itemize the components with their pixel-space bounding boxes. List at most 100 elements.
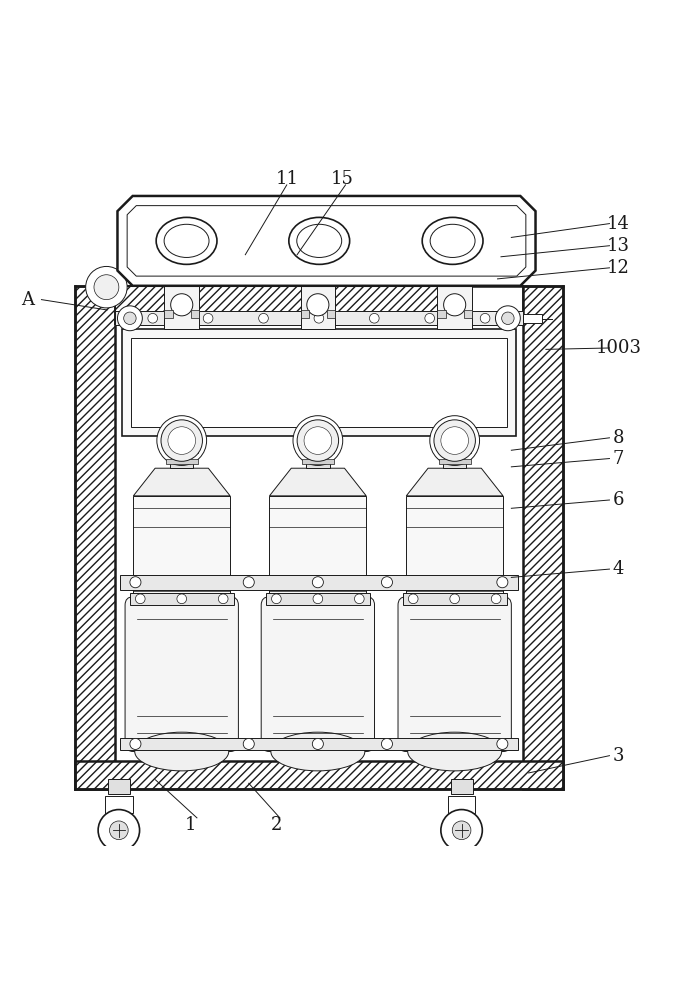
Polygon shape [406, 468, 503, 496]
Circle shape [425, 313, 435, 323]
Text: A: A [21, 291, 34, 309]
Text: 4: 4 [613, 560, 624, 578]
Bar [448, 796, 475, 813]
Text: 15: 15 [330, 170, 354, 188]
Circle shape [243, 577, 254, 588]
Bar [450, 304, 460, 311]
Circle shape [161, 420, 202, 461]
Bar [302, 459, 334, 464]
Bar [306, 446, 330, 468]
Bar [75, 761, 563, 789]
Bar [166, 459, 198, 464]
Circle shape [497, 738, 508, 749]
Ellipse shape [408, 732, 502, 771]
Bar [191, 310, 199, 318]
Text: 6: 6 [613, 491, 624, 509]
Bar [302, 447, 334, 453]
Bar [131, 338, 507, 427]
Circle shape [444, 294, 466, 316]
Bar [313, 304, 323, 311]
Circle shape [381, 738, 392, 749]
Circle shape [86, 266, 127, 308]
Text: 11: 11 [275, 170, 299, 188]
FancyBboxPatch shape [125, 597, 238, 752]
Bar [164, 279, 199, 329]
Circle shape [218, 594, 228, 604]
Bar [180, 286, 246, 324]
Bar [246, 286, 312, 324]
FancyBboxPatch shape [261, 597, 375, 752]
Bar [523, 286, 563, 789]
Circle shape [148, 313, 158, 323]
Circle shape [297, 420, 339, 461]
Bar [451, 779, 473, 794]
Circle shape [480, 313, 490, 323]
Circle shape [171, 294, 193, 316]
Circle shape [117, 306, 142, 331]
Circle shape [135, 594, 145, 604]
Bar [170, 446, 193, 468]
Circle shape [94, 275, 119, 300]
Circle shape [430, 416, 480, 465]
Circle shape [258, 313, 268, 323]
Text: 1: 1 [184, 816, 196, 834]
Circle shape [98, 810, 140, 851]
Bar [199, 286, 301, 324]
Bar [75, 286, 115, 789]
Circle shape [495, 306, 520, 331]
FancyBboxPatch shape [398, 597, 511, 752]
Bar [437, 279, 472, 329]
Text: 7: 7 [613, 450, 624, 468]
Circle shape [354, 594, 364, 604]
Bar [327, 310, 335, 318]
Bar [166, 447, 198, 453]
Bar [120, 575, 518, 590]
Circle shape [109, 821, 128, 840]
Circle shape [497, 577, 508, 588]
Bar [301, 310, 309, 318]
Bar [266, 593, 370, 605]
Text: 2: 2 [271, 816, 282, 834]
Bar [105, 796, 133, 813]
Bar [523, 314, 542, 323]
Bar [115, 286, 523, 324]
Ellipse shape [289, 217, 350, 264]
Circle shape [408, 594, 418, 604]
Bar [115, 286, 180, 324]
Bar [108, 779, 130, 794]
Circle shape [491, 594, 501, 604]
Bar [120, 738, 518, 750]
Text: 3: 3 [613, 747, 624, 765]
Bar [443, 446, 466, 468]
Bar [164, 310, 173, 318]
Bar [312, 286, 377, 324]
Circle shape [381, 577, 392, 588]
Bar [439, 447, 471, 453]
Circle shape [130, 577, 141, 588]
Circle shape [434, 420, 475, 461]
Bar [122, 329, 516, 436]
Bar [177, 304, 187, 311]
Ellipse shape [156, 217, 217, 264]
Bar [335, 286, 437, 324]
Circle shape [203, 313, 213, 323]
Circle shape [307, 294, 329, 316]
Bar [439, 459, 471, 464]
Bar [133, 496, 230, 598]
Ellipse shape [430, 224, 475, 257]
Ellipse shape [271, 732, 365, 771]
Text: 14: 14 [607, 215, 630, 233]
Circle shape [243, 738, 254, 749]
Text: 8: 8 [613, 429, 624, 447]
Bar [115, 311, 523, 325]
Bar [464, 310, 472, 318]
Circle shape [304, 427, 332, 454]
Circle shape [441, 427, 468, 454]
Text: 12: 12 [607, 259, 630, 277]
Polygon shape [269, 468, 366, 496]
Ellipse shape [135, 732, 229, 771]
Circle shape [312, 738, 323, 749]
Text: 1003: 1003 [596, 339, 641, 357]
Circle shape [312, 577, 323, 588]
Polygon shape [133, 468, 230, 496]
